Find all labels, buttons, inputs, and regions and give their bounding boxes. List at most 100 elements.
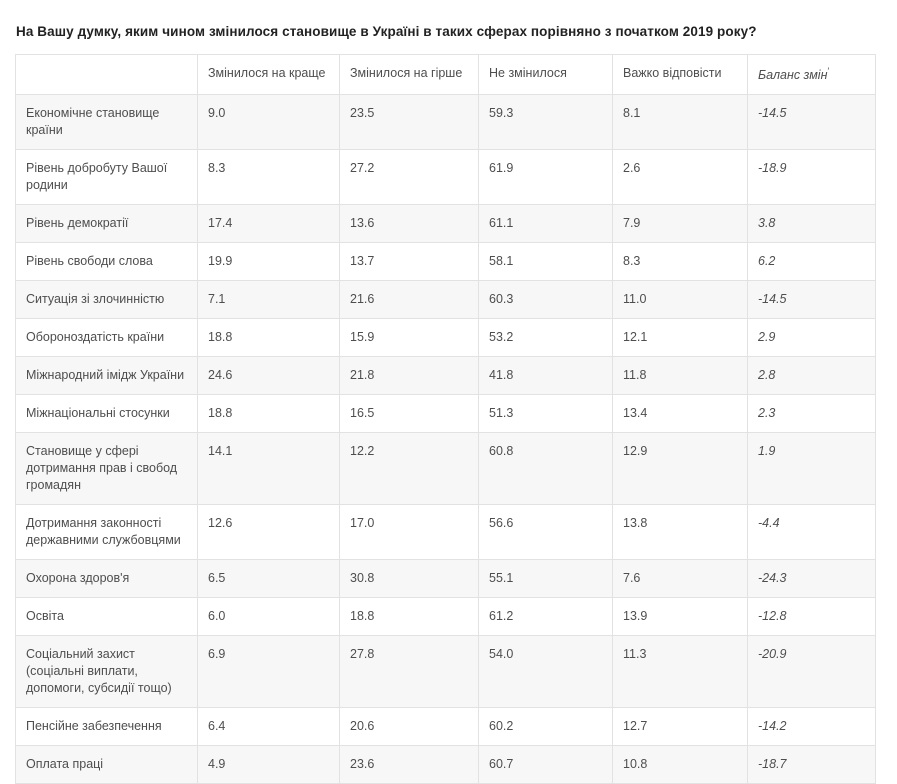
value-hard: 13.4 [612,394,748,434]
row-label: Ситуація зі злочинністю [15,280,198,320]
value-better: 17.4 [197,204,340,244]
value-worse: 27.2 [339,149,479,206]
table-row: Рівень добробуту Вашої родини 8.3 27.2 61.9… [15,149,876,206]
value-worse: 15.9 [339,318,479,358]
value-unchanged: 60.8 [478,432,613,506]
balance-header-label: Баланс змін [758,68,828,83]
value-unchanged: 60.3 [478,280,613,320]
row-label: Пенсійне забезпечення [15,707,198,747]
table-row: Обороноздатість країни 18.8 15.9 53.2 12.1 2.… [15,318,876,358]
value-better: 6.0 [197,597,340,637]
value-better: 18.8 [197,394,340,434]
value-balance: 6.2 [747,242,876,282]
value-hard: 13.9 [612,597,748,637]
value-better: 4.9 [197,745,340,784]
value-worse: 21.6 [339,280,479,320]
value-unchanged: 61.9 [478,149,613,206]
value-worse: 27.8 [339,635,479,709]
value-worse: 20.6 [339,707,479,747]
value-better: 12.6 [197,504,340,561]
row-label: Соціальний захист (соціальні виплати, до… [15,635,198,709]
value-better: 19.9 [197,242,340,282]
value-balance: -14.5 [747,280,876,320]
value-hard: 7.6 [612,559,748,599]
value-worse: 18.8 [339,597,479,637]
column-header-unchanged: Не змінилося [478,53,613,96]
value-unchanged: 51.3 [478,394,613,434]
value-unchanged: 60.2 [478,707,613,747]
value-balance: -12.8 [747,597,876,637]
survey-question-title: На Вашу думку, яким чином змінилося стан… [16,24,757,39]
table-row: Охорона здоров'я 6.5 30.8 55.1 7.6 -24.3 [15,559,876,599]
value-balance: 3.8 [747,204,876,244]
row-label: Рівень добробуту Вашої родини [15,149,198,206]
value-balance: -14.5 [747,94,876,151]
value-balance: -20.9 [747,635,876,709]
column-header-worse: Змінилося на гірше [339,53,479,96]
value-hard: 8.3 [612,242,748,282]
value-balance: -4.4 [747,504,876,561]
row-label: Оплата праці [15,745,198,784]
value-hard: 13.8 [612,504,748,561]
value-better: 9.0 [197,94,340,151]
value-worse: 30.8 [339,559,479,599]
row-label: Освіта [15,597,198,637]
value-unchanged: 53.2 [478,318,613,358]
value-unchanged: 59.3 [478,94,613,151]
value-hard: 12.1 [612,318,748,358]
value-better: 8.3 [197,149,340,206]
footnote-mark: ′ [827,66,830,76]
value-unchanged: 60.7 [478,745,613,784]
row-label: Дотримання законності державними службов… [15,504,198,561]
value-balance: -18.9 [747,149,876,206]
value-better: 7.1 [197,280,340,320]
value-balance: -24.3 [747,559,876,599]
table-row: Соціальний захист (соціальні виплати, до… [15,635,876,709]
value-balance: -14.2 [747,707,876,747]
value-unchanged: 56.6 [478,504,613,561]
value-balance: 1.9 [747,432,876,506]
value-worse: 23.6 [339,745,479,784]
table-row: Економічне становище країни 9.0 23.5 59.3 8.… [15,94,876,151]
value-unchanged: 41.8 [478,356,613,396]
value-hard: 2.6 [612,149,748,206]
value-balance: 2.8 [747,356,876,396]
value-unchanged: 58.1 [478,242,613,282]
value-worse: 17.0 [339,504,479,561]
row-label: Становище у сфері дотримання прав і своб… [15,432,198,506]
value-worse: 23.5 [339,94,479,151]
value-worse: 13.6 [339,204,479,244]
value-better: 6.4 [197,707,340,747]
table-row: Рівень демократії 17.4 13.6 61.1 7.9 3.8 [15,204,876,244]
value-balance: 2.3 [747,394,876,434]
value-worse: 21.8 [339,356,479,396]
row-label: Охорона здоров'я [15,559,198,599]
table-row: Становище у сфері дотримання прав і своб… [15,432,876,506]
value-unchanged: 61.2 [478,597,613,637]
row-label: Економічне становище країни [15,94,198,151]
value-hard: 12.9 [612,432,748,506]
table-row: Оплата праці 4.9 23.6 60.7 10.8 -18.7 [15,745,876,784]
value-better: 14.1 [197,432,340,506]
value-hard: 10.8 [612,745,748,784]
table-row: Ситуація зі злочинністю 7.1 21.6 60.3 11.0 -1… [15,280,876,320]
table-row: Освіта 6.0 18.8 61.2 13.9 -12.8 [15,597,876,637]
value-better: 24.6 [197,356,340,396]
column-header-topic [15,53,198,96]
header-row: Змінилося на краще Змінилося на гірше Не… [15,53,876,96]
table-row: Пенсійне забезпечення 6.4 20.6 60.2 12.7 -14.… [15,707,876,747]
value-better: 6.5 [197,559,340,599]
row-label: Рівень демократії [15,204,198,244]
table-row: Рівень свободи слова 19.9 13.7 58.1 8.3 6.2 [15,242,876,282]
table-row: Дотримання законності державними службов… [15,504,876,561]
value-hard: 8.1 [612,94,748,151]
value-worse: 12.2 [339,432,479,506]
value-hard: 7.9 [612,204,748,244]
row-label: Обороноздатість країни [15,318,198,358]
value-hard: 12.7 [612,707,748,747]
column-header-balance: Баланс змін′ [747,53,876,96]
value-unchanged: 55.1 [478,559,613,599]
survey-results-table: Змінилося на краще Змінилося на гірше Не… [15,53,876,784]
table-row: Міжнаціональні стосунки 18.8 16.5 51.3 13.4 2… [15,394,876,434]
